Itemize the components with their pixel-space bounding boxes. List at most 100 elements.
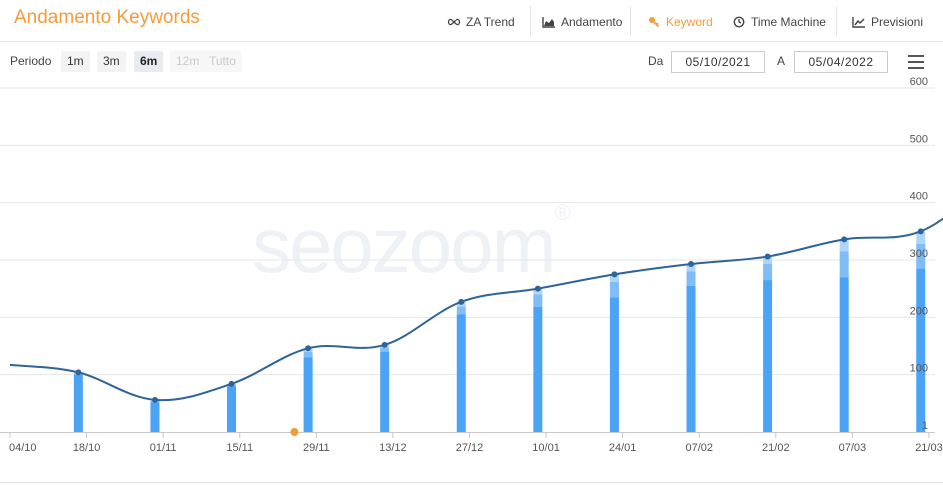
line-point <box>534 285 541 292</box>
bar-segment-mid <box>686 271 696 286</box>
x-tick-label: 24/01 <box>609 442 637 454</box>
keyword-bar <box>227 383 237 432</box>
line-point <box>917 228 924 235</box>
nav-keyword[interactable]: Keyword <box>647 15 713 29</box>
line-point <box>305 345 312 352</box>
period-6m-button[interactable]: 6m <box>134 51 164 72</box>
keyword-bar <box>73 372 83 432</box>
nav-label: Previsioni <box>871 15 924 29</box>
keywords-trend-line <box>9 217 943 402</box>
y-tick-label: 300 <box>910 248 928 260</box>
bar-segment-dark <box>839 277 849 432</box>
bar-segment-dark <box>763 280 773 432</box>
x-tick-label: 29/11 <box>303 442 330 454</box>
bar-segment-dark <box>150 402 160 432</box>
x-tick-label: 07/03 <box>839 442 867 454</box>
x-tick-label: 04/10 <box>9 442 37 454</box>
date-to-input[interactable]: 05/04/2022 <box>794 51 888 73</box>
x-tick-label: 21/03 <box>915 442 943 454</box>
bar-segment-mid <box>303 351 313 358</box>
nav-previsioni[interactable]: Previsioni <box>852 15 923 29</box>
line-point <box>688 261 695 268</box>
nav-divider <box>836 6 837 36</box>
bar-segment-mid <box>456 307 466 315</box>
page-title: Andamento Keywords <box>14 7 200 28</box>
keyword-bar <box>533 288 543 432</box>
y-tick-label: 500 <box>910 133 928 145</box>
chart-header: Andamento Keywords ZA Trend Andamento Ke… <box>0 0 943 42</box>
bar-segment-light <box>763 256 773 265</box>
bar-segment-dark <box>609 297 619 432</box>
line-point <box>611 271 618 278</box>
nav-label: Andamento <box>561 15 623 29</box>
x-tick-label: 21/02 <box>762 442 790 454</box>
x-tick-label: 07/02 <box>685 442 713 454</box>
bar-segment-dark <box>456 314 466 432</box>
nav-label: Keyword <box>666 15 713 29</box>
event-marker <box>290 428 299 436</box>
infinity-icon <box>447 18 461 26</box>
x-tick-label: 01/11 <box>150 442 177 454</box>
line-point <box>75 369 82 376</box>
navigator-border <box>0 482 943 483</box>
line-point <box>228 380 235 387</box>
bar-segment-mid <box>916 243 926 269</box>
bar-segment-mid <box>763 264 773 281</box>
bar-segment-light <box>916 231 926 244</box>
x-tick-label: 15/11 <box>226 442 253 454</box>
line-point <box>381 341 388 348</box>
keyword-bar <box>150 399 160 432</box>
bar-segment-light <box>609 274 619 282</box>
date-from-input[interactable]: 05/10/2021 <box>671 51 765 73</box>
bar-segment-mid <box>609 281 619 298</box>
x-tick-label: 13/12 <box>379 442 407 454</box>
period-12m-button: 12m <box>170 51 206 72</box>
chart-menu-icon[interactable] <box>908 55 924 69</box>
nav-za-trend[interactable]: ZA Trend <box>447 15 515 29</box>
y-tick-label: 600 <box>910 76 928 88</box>
bar-segment-mid <box>380 347 390 352</box>
period-label: Periodo <box>10 54 52 68</box>
bar-segment-dark <box>73 374 83 432</box>
y-tick-label: 400 <box>910 191 928 203</box>
keyword-bar <box>916 231 926 432</box>
x-tick-label: 18/10 <box>73 442 101 454</box>
nav-label: Time Machine <box>751 15 826 29</box>
bar-segment-dark <box>916 268 926 432</box>
bar-segment-dark <box>303 357 313 432</box>
keyword-bar <box>380 344 390 432</box>
nav-label: ZA Trend <box>466 15 515 29</box>
bar-segment-dark <box>533 307 543 432</box>
bar-segment-dark <box>227 386 237 432</box>
bar-segment-light <box>839 239 849 252</box>
bar-segment-dark <box>686 285 696 432</box>
period-1m-button[interactable]: 1m <box>61 51 90 72</box>
keyword-bar <box>839 239 849 432</box>
keyword-bar <box>686 264 696 432</box>
keyword-bar <box>763 256 773 432</box>
period-all-button: Tutto <box>203 51 242 72</box>
x-tick-label: 10/01 <box>532 442 560 454</box>
date-to-label: A <box>777 54 786 68</box>
y-tick-label: 1 <box>922 420 928 432</box>
x-tick-label: 27/12 <box>456 442 484 454</box>
trend-line-icon <box>852 17 865 28</box>
nav-divider <box>530 6 531 36</box>
clock-icon <box>733 16 745 28</box>
bar-segment-mid <box>839 251 849 278</box>
period-3m-button[interactable]: 3m <box>97 51 126 72</box>
nav-andamento[interactable]: Andamento <box>542 15 622 29</box>
bar-segment-mid <box>533 294 543 308</box>
keyword-bar <box>456 301 466 432</box>
y-tick-label: 100 <box>910 363 928 375</box>
nav-time-machine[interactable]: Time Machine <box>732 15 826 29</box>
line-point <box>841 236 848 243</box>
keyword-bar <box>303 348 313 432</box>
area-chart-icon <box>542 17 555 28</box>
key-icon <box>649 17 660 28</box>
line-point <box>458 298 465 305</box>
bar-segment-dark <box>380 351 390 432</box>
bar-segment-light <box>686 264 696 272</box>
line-point <box>151 396 158 403</box>
